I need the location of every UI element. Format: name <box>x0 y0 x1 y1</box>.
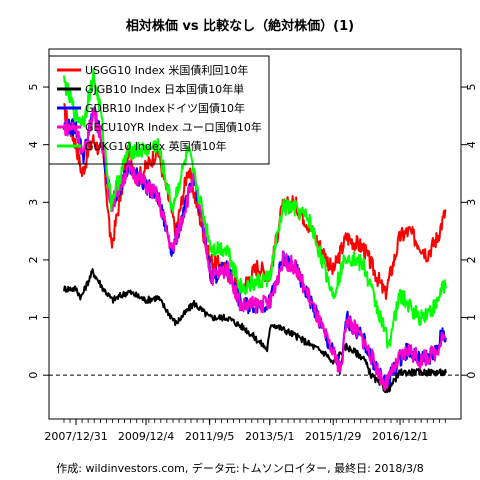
y-tick-label-left: 0 <box>27 372 40 379</box>
y-tick-label-right: 0 <box>465 372 478 379</box>
legend-box <box>48 55 270 165</box>
chart-caption: 作成: wildinvestors.com, データ元:トムソンロイター, 最終… <box>56 461 423 475</box>
y-tick-label-right: 3 <box>465 199 478 206</box>
x-tick-label: 2015/1/29 <box>305 430 361 443</box>
y-tick-label-left: 1 <box>27 314 40 321</box>
y-axis-left: 0 1 2 3 4 5 <box>27 84 49 379</box>
legend-label: GDBR10 Indexドイツ国債10年 <box>85 101 245 115</box>
plot-frame <box>48 48 462 420</box>
y-tick-label-right: 1 <box>465 314 478 321</box>
y-tick-label-right: 2 <box>465 256 478 263</box>
legend-label: GUKG10 Index 英国債10年 <box>85 139 227 153</box>
y-tick-label-right: 5 <box>465 84 478 91</box>
y-tick-label-left: 2 <box>27 256 40 263</box>
legend-label: GECU10YR Index ユーロ国債10年 <box>85 120 262 134</box>
series-line <box>63 68 447 349</box>
series-line <box>63 107 447 392</box>
x-axis: 2007/12/31 2009/12/4 2011/9/5 2013/5/1 2015/… <box>44 419 446 443</box>
series-lines <box>63 68 447 394</box>
y-tick-label-right: 4 <box>465 141 478 148</box>
legend: USGG10 Index 米国債利回10年 GJGB10 Index 日本国債10… <box>48 55 270 165</box>
x-tick-label: 2009/12/4 <box>118 430 174 443</box>
x-tick-label: 2007/12/31 <box>44 430 107 443</box>
x-tick-label: 2013/5/1 <box>245 430 294 443</box>
legend-label: USGG10 Index 米国債利回10年 <box>85 63 248 77</box>
chart-title: 相対株価 vs 比較なし（絶対株価）(1) <box>126 18 354 34</box>
legend-label: GJGB10 Index 日本国債10年単 <box>85 82 244 96</box>
y-tick-label-left: 3 <box>27 199 40 206</box>
x-tick-label: 2016/12/1 <box>372 430 428 443</box>
y-axis-right: 0 1 2 3 4 5 <box>461 84 478 379</box>
y-tick-label-left: 5 <box>27 84 40 91</box>
y-tick-label-left: 4 <box>27 141 40 148</box>
x-tick-label: 2011/9/5 <box>185 430 234 443</box>
